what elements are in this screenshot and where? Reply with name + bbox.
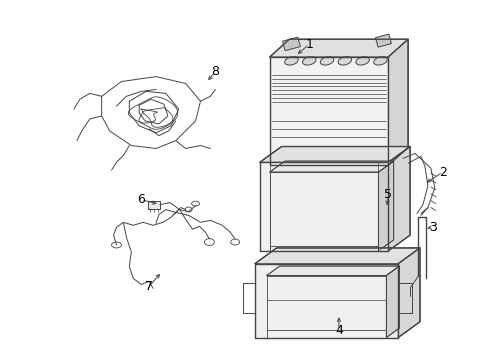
Polygon shape [269,39,407,57]
Polygon shape [387,39,407,165]
Polygon shape [397,248,419,338]
Polygon shape [254,264,397,338]
Polygon shape [387,147,409,251]
Polygon shape [259,162,387,251]
Polygon shape [269,161,393,172]
Text: 3: 3 [428,221,436,234]
Text: 8: 8 [211,65,219,78]
Polygon shape [266,266,399,275]
Polygon shape [386,266,399,338]
Ellipse shape [320,57,333,65]
Text: 5: 5 [384,188,391,201]
Text: 6: 6 [137,193,145,206]
Bar [282,37,300,51]
Polygon shape [254,248,419,264]
Bar [375,34,390,47]
Ellipse shape [284,57,298,65]
Text: 7: 7 [145,280,153,293]
Polygon shape [259,147,409,162]
Polygon shape [269,57,387,165]
Text: 4: 4 [334,324,342,337]
Ellipse shape [373,57,386,65]
Polygon shape [378,161,393,251]
Ellipse shape [302,57,315,65]
Bar [148,201,160,208]
Text: 2: 2 [438,166,446,179]
Ellipse shape [355,57,368,65]
Text: 1: 1 [305,38,312,51]
Ellipse shape [337,57,351,65]
